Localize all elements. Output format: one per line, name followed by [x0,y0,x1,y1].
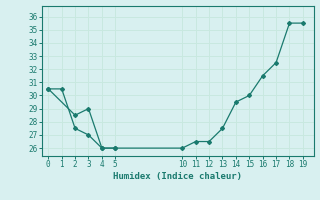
X-axis label: Humidex (Indice chaleur): Humidex (Indice chaleur) [113,172,242,181]
